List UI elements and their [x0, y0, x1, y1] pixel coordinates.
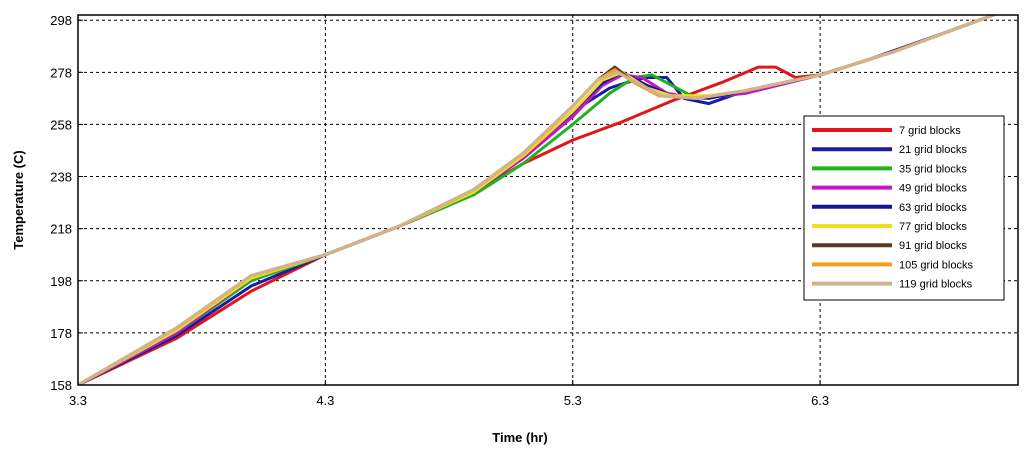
x-tick-label: 3.3	[69, 393, 87, 408]
legend-label: 77 grid blocks	[899, 221, 967, 233]
legend-label: 49 grid blocks	[899, 183, 967, 195]
legend-label: 91 grid blocks	[899, 240, 967, 252]
plot-frame	[77, 14, 1019, 386]
y-tick-label: 198	[50, 274, 72, 289]
y-tick-label: 218	[50, 222, 72, 237]
y-tick-label: 258	[50, 117, 72, 132]
legend-label: 63 grid blocks	[899, 202, 967, 214]
y-tick-label: 158	[50, 378, 72, 393]
series-line-9	[78, 15, 995, 385]
x-tick-label: 6.3	[811, 393, 829, 408]
x-axis-title: Time (hr)	[492, 430, 547, 445]
legend-label: 21 grid blocks	[899, 144, 967, 156]
y-tick-label: 238	[50, 170, 72, 185]
legend-label: 105 grid blocks	[899, 259, 973, 271]
y-tick-label: 178	[50, 326, 72, 341]
series-lines	[78, 15, 995, 385]
x-tick-label: 4.3	[316, 393, 334, 408]
y-axis-title: Temperature (C)	[11, 150, 26, 249]
y-axis-ticks: 158 178 198 218 238 258 278 298	[50, 13, 83, 393]
legend: 7 grid blocks 21 grid blocks 35 grid block…	[803, 115, 1005, 301]
y-tick-label: 298	[50, 13, 72, 28]
legend-label: 35 grid blocks	[899, 163, 967, 175]
y-tick-label: 278	[50, 65, 72, 80]
legend-label: 7 grid blocks	[899, 125, 961, 137]
x-tick-label: 5.3	[564, 393, 582, 408]
grid-lines	[78, 15, 1018, 385]
x-axis-ticks: 3.3 4.3 5.3 6.3	[69, 380, 829, 408]
legend-label: 119 grid blocks	[899, 279, 973, 291]
